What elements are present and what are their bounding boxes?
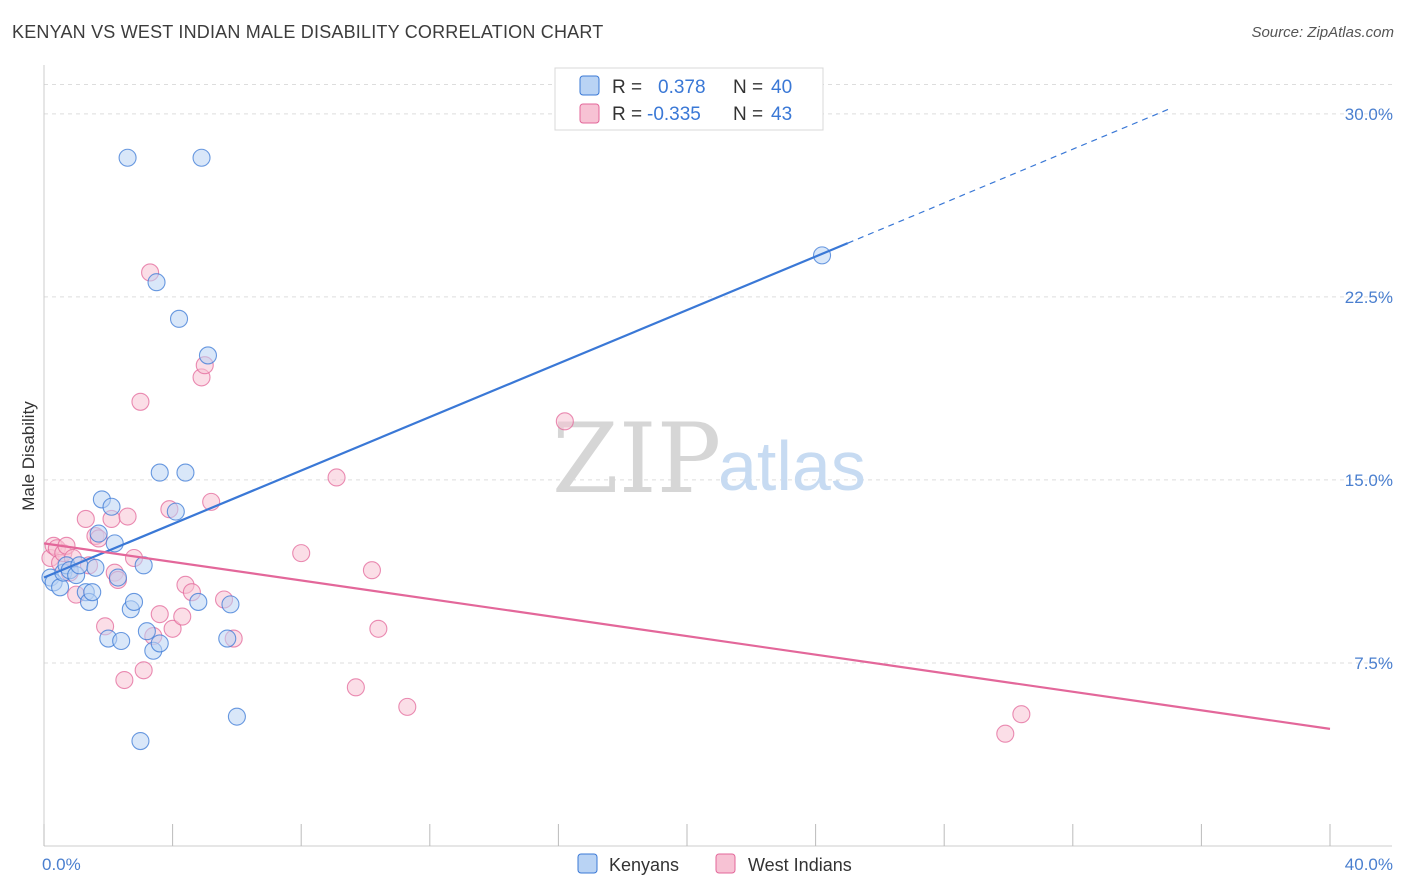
legend-swatch-west-indians: [715, 853, 736, 874]
legend-label-kenyans: Kenyans: [609, 855, 679, 875]
west-indians-trend-line: [43, 542, 1331, 730]
west-indians-point-42: [996, 724, 1015, 743]
west-indians-point-26: [163, 619, 182, 638]
west-indians-point-27: [173, 607, 192, 626]
axes: [43, 65, 1392, 847]
watermark-atlas: atlas: [718, 427, 866, 505]
stats-swatch-west-indians: [579, 103, 600, 124]
y-tick-label-3: 30.0%: [1345, 105, 1393, 124]
stats-r-label-west-indians: R =: [612, 104, 642, 125]
west-indians-point-24: [150, 605, 169, 624]
y-tick-label-0: 7.5%: [1354, 654, 1393, 673]
kenyans-point-19: [118, 148, 137, 167]
trend-lines: [43, 108, 1331, 730]
west-indians-point-38: [362, 561, 381, 580]
y-tick-label-2: 22.5%: [1345, 288, 1393, 307]
stats-n-value-west-indians: 43: [771, 104, 792, 125]
kenyans-point-21: [124, 592, 144, 611]
stats-n-label-west-indians: N =: [733, 104, 763, 125]
kenyans-point-31: [176, 463, 195, 482]
legend-swatch-kenyans: [577, 853, 598, 874]
kenyans-point-34: [198, 346, 218, 365]
watermark-zip: ZIP: [552, 403, 721, 515]
kenyans-point-35: [218, 629, 237, 648]
stats-r-value-west-indians: -0.335: [647, 104, 701, 125]
stats-n-label-kenyans: N =: [733, 77, 763, 98]
kenyans-point-36: [221, 595, 240, 614]
stats-n-value-kenyans: 40: [771, 77, 792, 98]
west-indians-point-37: [346, 678, 365, 697]
kenyans-point-16: [105, 534, 124, 553]
west-indians-point-43: [1012, 705, 1031, 724]
kenyans-point-15: [102, 497, 121, 516]
kenyans-point-22: [131, 732, 150, 751]
stats-legend: R = 0.378 N = 40 R = -0.335 N = 43: [554, 67, 824, 131]
west-indians-point-20: [131, 392, 150, 411]
west-indians-point-40: [398, 697, 417, 716]
stats-box-frame: [554, 67, 824, 131]
kenyans-point-11: [86, 558, 105, 577]
grid-lines: [44, 84, 1392, 664]
x-tick-labels: 0.0% 40.0%: [42, 855, 1393, 874]
x-tick-label-1: 40.0%: [1345, 855, 1393, 874]
kenyans-point-24: [137, 622, 156, 641]
kenyans-point-32: [189, 592, 208, 611]
stats-r-value-kenyans: 0.378: [658, 77, 706, 98]
kenyans-point-27: [150, 634, 169, 653]
kenyans-point-28: [150, 463, 169, 482]
y-tick-labels: 7.5% 15.0% 22.5% 30.0%: [1345, 105, 1393, 673]
west-indians-point-18: [118, 507, 137, 526]
y-axis-label: Male Disability: [19, 401, 38, 511]
legend: Kenyans West Indians: [577, 853, 852, 875]
kenyans-point-26: [147, 273, 166, 292]
west-indians-point-39: [369, 619, 388, 638]
west-indians-point-36: [327, 468, 346, 487]
y-tick-label-1: 15.0%: [1345, 471, 1393, 490]
kenyans-point-18: [112, 631, 131, 651]
kenyans-point-33: [192, 148, 211, 167]
kenyans-point-30: [169, 309, 189, 328]
x-tick-label-0: 0.0%: [42, 855, 81, 874]
west-indians-point-9: [76, 509, 95, 529]
watermark: ZIP atlas: [552, 403, 866, 515]
kenyans-point-37: [227, 707, 246, 726]
legend-label-west-indians: West Indians: [748, 855, 852, 875]
west-indians-point-17: [115, 670, 134, 690]
stats-r-label-kenyans: R =: [612, 77, 642, 98]
kenyans-points: [41, 148, 832, 751]
west-indians-point-35: [292, 544, 311, 563]
chart-title: KENYAN VS WEST INDIAN MALE DISABILITY CO…: [12, 22, 604, 42]
west-indians-point-21: [134, 661, 153, 680]
stats-swatch-kenyans: [579, 75, 600, 96]
kenyans-trend-line: [43, 242, 849, 579]
kenyans-point-12: [89, 524, 108, 543]
kenyans-point-29: [166, 502, 185, 521]
kenyans-point-2: [51, 578, 70, 597]
kenyans-point-17: [108, 568, 127, 587]
kenyans-point-10: [83, 583, 102, 602]
west-indians-points: [41, 263, 1031, 743]
kenyans-trend-extension: [847, 108, 1170, 244]
west-indians-point-41: [555, 412, 574, 431]
source-label: Source: ZipAtlas.com: [1251, 24, 1394, 41]
